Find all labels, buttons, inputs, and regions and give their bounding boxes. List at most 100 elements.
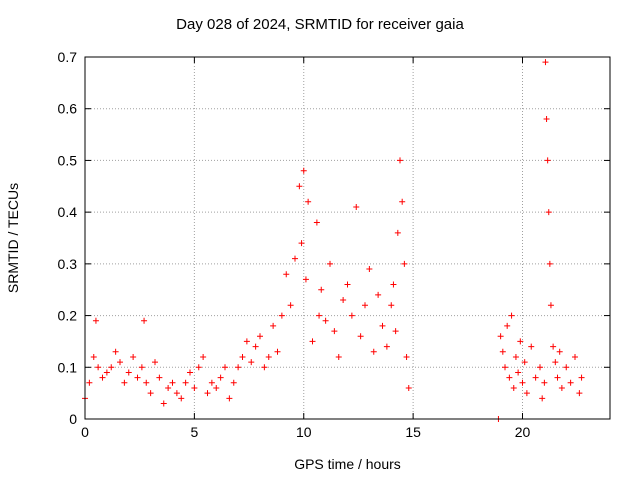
- data-point: [348, 312, 355, 319]
- data-point: [397, 157, 403, 164]
- data-point: [379, 322, 386, 329]
- data-point: [523, 390, 530, 397]
- data-point: [252, 343, 259, 350]
- y-tick-label: 0.3: [58, 256, 78, 272]
- data-point: [318, 286, 325, 293]
- data-point: [506, 374, 513, 381]
- plot-frame: [84, 56, 611, 420]
- data-point: [554, 374, 561, 381]
- data-point: [510, 384, 517, 391]
- data-point: [528, 343, 535, 350]
- data-point: [576, 390, 583, 397]
- data-points: [82, 59, 585, 422]
- data-point: [541, 379, 548, 386]
- x-tick-label: 10: [296, 424, 312, 440]
- y-tick-label: 0.7: [58, 49, 78, 65]
- y-tick-label: 0.2: [58, 308, 78, 324]
- y-tick-label: 0.1: [58, 359, 78, 375]
- data-point: [388, 302, 395, 309]
- data-point: [156, 374, 163, 381]
- data-point: [143, 379, 150, 386]
- data-point: [296, 183, 303, 190]
- data-point: [99, 374, 106, 381]
- y-axis-label: SRMTID / TECUs: [5, 182, 21, 294]
- data-point: [545, 209, 552, 216]
- data-point: [362, 302, 368, 309]
- data-point: [138, 364, 145, 371]
- data-point: [383, 343, 390, 350]
- data-point: [550, 343, 557, 350]
- data-point: [173, 390, 180, 397]
- data-point: [305, 198, 312, 205]
- grid-lines: [85, 57, 610, 419]
- data-point: [405, 384, 412, 391]
- data-point: [248, 359, 255, 366]
- data-point: [547, 302, 554, 309]
- data-point: [542, 59, 549, 66]
- data-point: [537, 364, 543, 371]
- data-point: [344, 281, 351, 288]
- data-point: [517, 338, 524, 345]
- data-point: [403, 353, 410, 360]
- data-point: [265, 353, 272, 360]
- y-tick-label: 0.6: [58, 101, 78, 117]
- data-point: [274, 348, 281, 355]
- data-point: [309, 338, 316, 345]
- data-point: [366, 266, 373, 273]
- data-point: [335, 353, 342, 360]
- data-point: [117, 359, 123, 366]
- data-point: [539, 395, 546, 402]
- data-point: [257, 333, 263, 340]
- data-point: [292, 255, 298, 262]
- data-point: [302, 276, 309, 283]
- data-point: [499, 348, 506, 355]
- y-tick-label: 0: [69, 411, 77, 427]
- x-axis-label: GPS time / hours: [294, 456, 401, 472]
- data-point: [515, 369, 522, 376]
- data-point: [191, 384, 198, 391]
- data-point: [512, 353, 519, 360]
- data-point: [195, 364, 202, 371]
- data-point: [331, 328, 338, 335]
- data-point: [208, 379, 215, 386]
- y-tick-label: 0.5: [58, 152, 78, 168]
- data-point: [572, 353, 578, 360]
- data-point: [375, 291, 382, 298]
- data-point: [152, 359, 158, 366]
- data-point: [141, 317, 148, 324]
- data-point: [300, 167, 307, 174]
- y-tick-label: 0.4: [58, 204, 78, 220]
- data-point: [92, 317, 99, 324]
- data-point: [261, 364, 268, 371]
- data-point: [392, 328, 399, 335]
- data-point: [563, 364, 570, 371]
- data-point: [160, 400, 167, 407]
- data-point: [108, 364, 115, 371]
- data-point: [178, 395, 185, 402]
- data-point: [165, 384, 172, 391]
- x-tick-label: 0: [81, 424, 89, 440]
- chart-title: Day 028 of 2024, SRMTID for receiver gai…: [176, 16, 464, 33]
- data-point: [357, 333, 364, 340]
- data-point: [497, 333, 504, 340]
- x-tick-label: 20: [515, 424, 531, 440]
- data-point: [390, 281, 397, 288]
- data-point: [313, 219, 320, 226]
- data-point: [235, 364, 242, 371]
- data-point: [200, 353, 207, 360]
- data-point: [552, 359, 559, 366]
- data-point: [370, 348, 377, 355]
- data-point: [125, 369, 132, 376]
- data-point: [298, 240, 305, 247]
- data-point: [90, 353, 97, 360]
- data-point: [230, 379, 237, 386]
- data-point: [558, 384, 565, 391]
- data-point: [134, 374, 141, 381]
- data-point: [213, 384, 220, 391]
- data-point: [556, 348, 563, 355]
- data-point: [399, 198, 406, 205]
- data-point: [270, 322, 277, 329]
- data-point: [130, 353, 137, 360]
- data-point: [182, 379, 189, 386]
